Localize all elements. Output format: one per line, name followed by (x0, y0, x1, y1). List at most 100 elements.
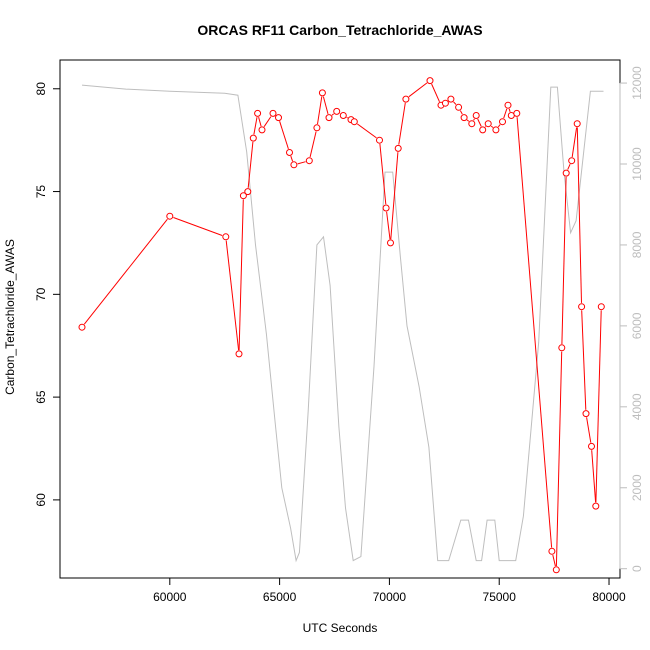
primary-series-point (582, 410, 590, 418)
primary-series-segment (490, 125, 494, 128)
primary-series-segment (225, 240, 240, 351)
primary-series-point (460, 114, 468, 122)
primary-series-segment (595, 310, 602, 503)
primary-series-segment (173, 217, 223, 236)
y-tick-label: 60 (34, 493, 48, 507)
primary-series-segment (552, 554, 556, 567)
primary-series-point (290, 161, 298, 169)
primary-series-segment (238, 199, 244, 351)
primary-series-segment (263, 116, 272, 127)
secondary-y-tick-label: 2000 (630, 474, 644, 501)
primary-series-segment (317, 96, 323, 125)
primary-series-point (333, 107, 341, 115)
primary-series-point (275, 114, 282, 122)
y-tick-label: 75 (34, 185, 48, 199)
primary-series-point (479, 126, 487, 134)
secondary-y-tick-label: 10000 (630, 147, 644, 181)
primary-series-point (350, 118, 358, 126)
primary-series-point (499, 118, 506, 126)
primary-series-segment (279, 121, 289, 150)
primary-series-segment (258, 116, 262, 127)
primary-series-segment (386, 211, 391, 240)
primary-series-point (222, 233, 230, 241)
y-tick-label: 80 (34, 82, 48, 96)
primary-series-point (441, 99, 449, 107)
x-tick-label: 75000 (483, 590, 517, 604)
primary-series-segment (297, 161, 306, 165)
primary-series-segment (503, 108, 508, 119)
primary-series-segment (431, 83, 440, 103)
primary-series-segment (408, 82, 428, 98)
primary-series-point (504, 101, 512, 109)
primary-series-point (513, 109, 521, 117)
primary-series-point (339, 112, 347, 119)
primary-series-segment (247, 141, 254, 188)
primary-series-point (235, 350, 243, 358)
primary-series-point (592, 502, 600, 510)
secondary-series-layer (81, 84, 604, 563)
primary-series-segment (576, 127, 582, 303)
primary-series-point (578, 303, 586, 311)
primary-series-point (548, 547, 556, 555)
primary-series-segment (390, 152, 399, 240)
secondary-y-axis: 0 2000 4000 6000 8000 10000 12000 (619, 66, 644, 572)
primary-series-segment (453, 101, 457, 105)
primary-series-segment (346, 116, 348, 119)
x-axis: 60000 65000 70000 75000 80000 (153, 577, 626, 604)
primary-series-point (313, 124, 321, 132)
primary-series-segment (459, 110, 463, 115)
primary-series-point (426, 77, 434, 85)
primary-series-point (573, 120, 581, 128)
primary-series-point (244, 188, 252, 196)
primary-series-point (472, 112, 480, 119)
primary-series-segment (508, 108, 511, 113)
primary-series-segment (477, 118, 482, 127)
primary-series-point (387, 239, 394, 247)
secondary-y-tick-label: 0 (630, 565, 644, 572)
primary-series-layer (78, 77, 605, 574)
primary-series-segment (567, 163, 571, 170)
x-tick-label: 80000 (592, 590, 626, 604)
y-axis-label: Carbon_Tetrachloride_AWAS (3, 239, 17, 395)
primary-series-segment (322, 96, 329, 115)
primary-series-point (484, 120, 492, 128)
x-axis-label: UTC Seconds (303, 621, 378, 635)
secondary-y-tick-label: 6000 (630, 312, 644, 339)
primary-series-point (455, 103, 463, 111)
primary-series-segment (398, 102, 406, 145)
primary-series-point (382, 204, 390, 212)
primary-series-point (254, 109, 262, 117)
primary-series-point (562, 169, 570, 177)
primary-series-segment (83, 218, 168, 325)
y-axis: 60 65 70 75 80 (34, 82, 61, 507)
primary-series-segment (571, 127, 578, 158)
chart-title: ORCAS RF11 Carbon_Tetrachloride_AWAS (197, 22, 482, 38)
primary-series-point (376, 136, 383, 144)
primary-series-point (558, 344, 566, 352)
primary-series-point (269, 109, 277, 117)
primary-series-segment (516, 117, 553, 548)
primary-series-point (552, 566, 560, 574)
primary-series-point (78, 323, 86, 331)
primary-series-point (305, 157, 313, 165)
primary-series-segment (555, 351, 563, 567)
primary-series-point (394, 144, 402, 152)
primary-series-segment (497, 124, 501, 128)
primary-series-segment (309, 131, 317, 158)
primary-series-segment (473, 118, 475, 121)
primary-series-point (249, 134, 257, 142)
x-tick-label: 70000 (373, 590, 407, 604)
primary-series-segment (466, 119, 470, 122)
primary-series-segment (290, 155, 294, 162)
secondary-y-tick-label: 12000 (630, 66, 644, 100)
primary-series-point (568, 157, 576, 165)
secondary-y-tick-label: 4000 (630, 393, 644, 420)
primary-series-segment (591, 450, 597, 503)
primary-series-point (166, 212, 174, 220)
primary-series-segment (357, 123, 377, 139)
primary-series-point (239, 192, 247, 200)
primary-series-point (318, 89, 326, 97)
primary-series-segment (379, 143, 387, 205)
primary-series-segment (331, 113, 335, 116)
